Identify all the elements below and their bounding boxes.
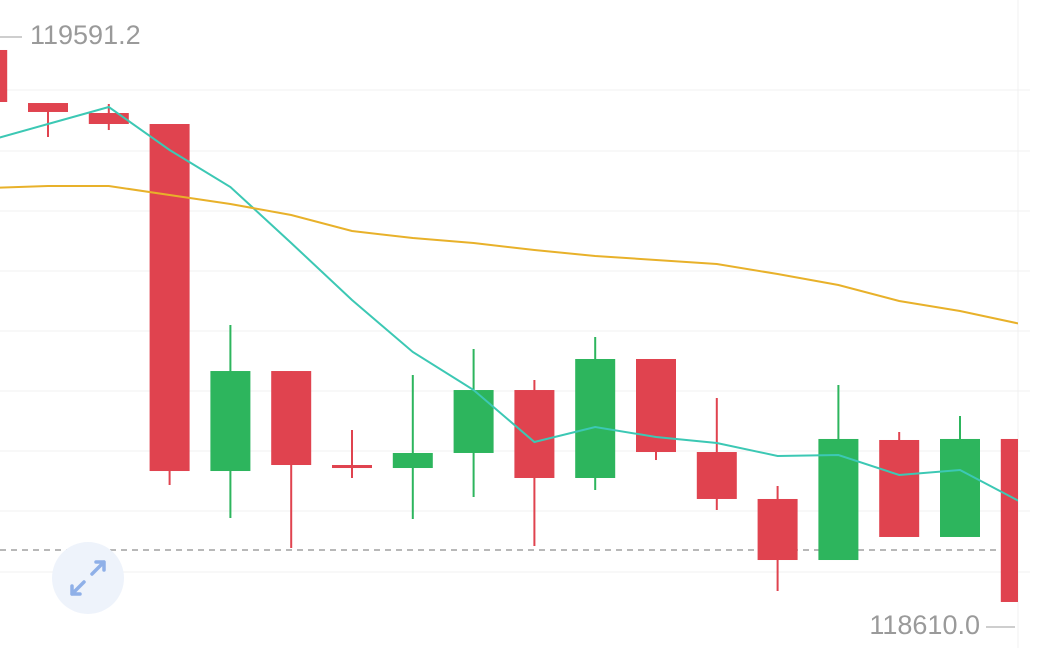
candle-body [575, 358, 616, 478]
candle-body [0, 49, 8, 103]
candle-body [392, 452, 433, 469]
candle-body [757, 498, 798, 561]
candle-body [1000, 438, 1018, 602]
candle-body [940, 438, 980, 537]
candle-body [88, 113, 129, 125]
candle-body [818, 438, 859, 561]
expand-button[interactable] [52, 542, 124, 614]
candle-body [28, 103, 68, 112]
candle-body [332, 465, 372, 469]
candle-body [149, 124, 190, 472]
candle-body [210, 371, 251, 472]
moving-average-line [0, 105, 1018, 502]
candle-body [879, 439, 920, 537]
y-tick-label: 118610.0 [869, 610, 980, 640]
moving-average-line [0, 185, 1018, 325]
candle-body [453, 390, 494, 453]
candle-body [514, 390, 555, 478]
candle-body [696, 452, 737, 499]
candle-body [271, 371, 312, 466]
y-tick-label: 119591.2 [30, 20, 141, 50]
plot [0, 49, 1018, 602]
